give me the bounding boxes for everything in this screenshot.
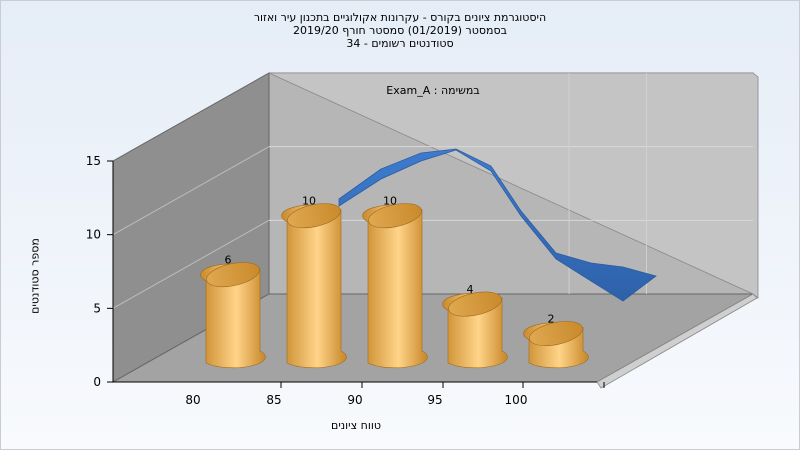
- bar-value-label: 6: [225, 254, 232, 267]
- gridline-side: [112, 146, 270, 236]
- y-tick-label: 10: [86, 228, 101, 242]
- bar-value-label: 10: [383, 195, 397, 208]
- distribution-curve: [338, 148, 657, 302]
- bar: [281, 204, 347, 369]
- x-tick-label: 90: [347, 393, 362, 407]
- title-line-2: בסמסטר (01/2019) סמסטר חורף 2019/20: [293, 24, 507, 37]
- bar: [200, 263, 266, 369]
- title-line-3: סטודנטים רשומים - 34: [346, 37, 454, 50]
- x-tick-label: 85: [266, 393, 281, 407]
- bar-value-label: 4: [467, 283, 474, 296]
- x-tick-label: 80: [185, 393, 200, 407]
- bar-cap: [448, 291, 502, 317]
- y-tick-label: 5: [93, 301, 101, 315]
- y-axis-label: מספר סטודנטים: [28, 238, 42, 314]
- y-tick-label: 15: [86, 154, 101, 168]
- bar-value-label: 10: [302, 195, 316, 208]
- x-tick-label: 95: [427, 393, 442, 407]
- bar-cap: [287, 203, 341, 229]
- x-tick-label: 100: [505, 393, 528, 407]
- bar-value-label: 2: [548, 313, 555, 326]
- bar-cap: [529, 321, 583, 346]
- bar-cap: [368, 203, 422, 229]
- bar: [362, 204, 428, 369]
- gridline-side: [112, 219, 270, 309]
- x-axis-label: טווח ציונים: [331, 419, 381, 432]
- floor-edge: [596, 293, 758, 389]
- y-tick-label: 0: [93, 375, 101, 389]
- bar-cap: [206, 262, 260, 288]
- annotation-label: במשימה : Exam_A: [386, 84, 479, 97]
- back-wall-edge: [268, 72, 759, 299]
- chart-title: היסטוגרמת ציונים בקורס - עקרונות אקולוגי…: [1, 11, 799, 50]
- title-line-1: היסטוגרמת ציונים בקורס - עקרונות אקולוגי…: [253, 11, 547, 24]
